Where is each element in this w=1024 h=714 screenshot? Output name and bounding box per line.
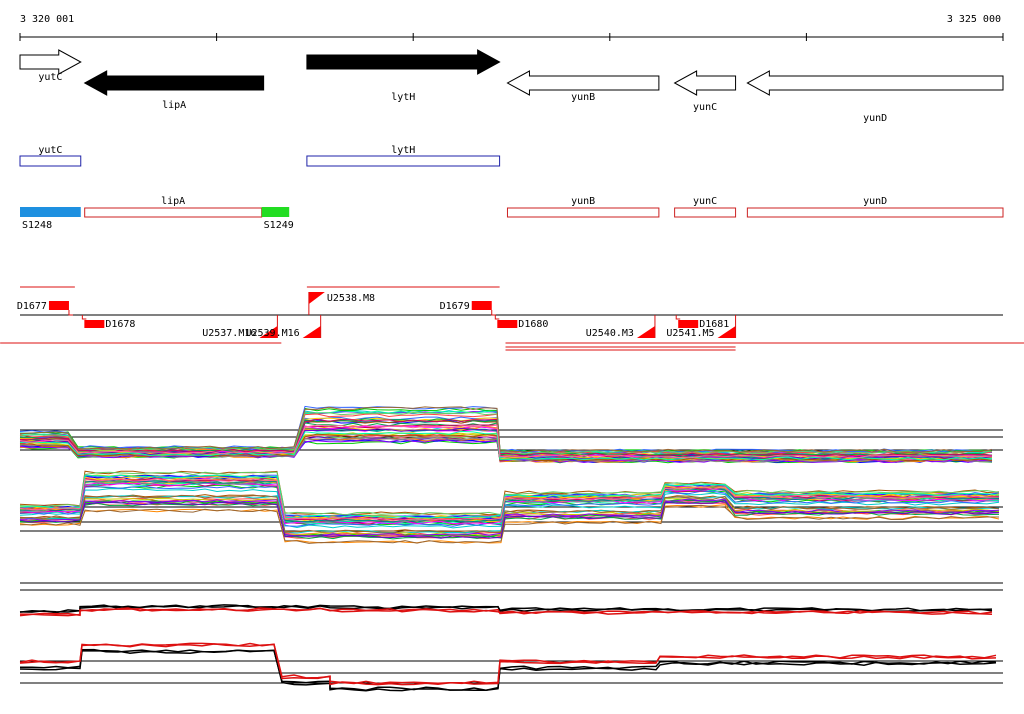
feature-label: S1249 <box>264 220 294 231</box>
red-box-yunC <box>674 207 737 218</box>
terminator-tick <box>68 310 73 316</box>
profile-line <box>19 504 999 544</box>
terminator-D1681 <box>678 320 699 328</box>
promoter-label: U2540.M3 <box>586 328 634 339</box>
genes-track: yutC lipA lytH yunB yunC yunD <box>19 49 1004 124</box>
annotation-track-red: lipA yunB yunC yunD <box>84 196 1004 218</box>
profile-line <box>19 494 1000 534</box>
terminator-D1678 <box>84 320 105 328</box>
terminator-label: D1681 <box>699 319 729 330</box>
profile-line <box>19 474 1000 519</box>
terminator-D1680 <box>497 320 518 328</box>
profile-line <box>19 430 993 461</box>
profile-line <box>19 485 1000 527</box>
blue-box-lytH <box>306 155 501 167</box>
profile-line <box>19 438 993 464</box>
promoter-label: U2541.M5 <box>666 328 714 339</box>
gene-label-lipA: lipA <box>162 100 186 111</box>
profile-line <box>19 499 1000 539</box>
ruler-ticks <box>19 33 1004 41</box>
promoter-U2541.M5 <box>717 326 736 338</box>
gene-arrow-yutC <box>19 49 82 75</box>
blue-box-label: yutC <box>38 145 62 156</box>
profile-line <box>19 607 993 617</box>
red-box-label: yunD <box>863 196 887 207</box>
red-box-yunD <box>746 207 1004 218</box>
feature-track: S1248 S1249 <box>20 207 294 231</box>
gene-label-yunB: yunB <box>571 92 595 103</box>
red-box-yunB <box>506 207 660 218</box>
terminator-label: D1678 <box>105 319 135 330</box>
profile-line <box>19 504 1000 544</box>
gene-label-yunD: yunD <box>863 113 887 124</box>
gene-label-lytH: lytH <box>391 92 415 103</box>
terminator-tick <box>81 315 87 320</box>
gene-label-yunC: yunC <box>693 102 717 113</box>
red-box-label: yunB <box>571 196 595 207</box>
promoter-label: U2537.M16 <box>202 328 256 339</box>
gene-arrow-lytH <box>306 49 501 75</box>
profile-line <box>19 478 1000 521</box>
regulatory-track: D1677 D1679 D1678 D1680 D1681 U2537.M16U2539.… <box>0 286 1024 351</box>
terminator-label: D1677 <box>17 301 47 312</box>
promoter-U2538.M8 <box>308 292 325 304</box>
profile-line <box>19 471 1000 516</box>
profile-line <box>19 406 993 453</box>
terminator-tick <box>675 315 681 320</box>
red-box-label: lipA <box>161 196 185 207</box>
blue-box-yutC <box>19 155 82 167</box>
blue-box-label: lytH <box>391 145 415 156</box>
promoter-U2537.M16 <box>259 326 278 338</box>
promoter-U2540.M3 <box>636 326 655 338</box>
gene-arrow-yunB <box>506 70 660 96</box>
gene-label-yutC: yutC <box>38 72 62 83</box>
promoter-label: U2539.M16 <box>245 328 299 339</box>
profile-line <box>19 497 1000 536</box>
feature-S1248 <box>20 207 81 217</box>
promoter-label: U2538.M8 <box>327 293 375 304</box>
promoter-U2539.M16 <box>302 326 321 338</box>
feature-label: S1248 <box>22 220 52 231</box>
expression-profiles-top <box>19 405 1003 544</box>
ruler-end-label: 3 325 000 <box>947 14 1001 25</box>
terminator-D1679 <box>471 301 492 310</box>
red-box-lipA <box>84 207 263 218</box>
gene-arrow-lipA <box>83 70 265 96</box>
terminator-tick <box>491 310 496 316</box>
ruler: 3 320 001 3 325 000 <box>19 14 1004 41</box>
profile-line <box>19 424 993 459</box>
profile-line <box>20 480 1000 523</box>
profile-line <box>19 642 997 685</box>
expression-profiles-bottom <box>19 582 1003 692</box>
feature-S1249 <box>261 207 290 217</box>
terminator-label: D1679 <box>440 301 470 312</box>
terminator-tick <box>494 315 500 320</box>
gene-arrow-yunC <box>673 70 737 96</box>
red-box-label: yunC <box>693 196 717 207</box>
profile-line <box>19 498 1000 537</box>
terminator-label: D1680 <box>518 319 548 330</box>
terminator-D1677 <box>48 301 69 310</box>
profile-line <box>19 405 993 453</box>
ruler-start-label: 3 320 001 <box>20 14 74 25</box>
profile-line <box>19 604 993 614</box>
gene-arrow-yunD <box>746 70 1004 96</box>
annotation-track-blue: yutC lytH <box>19 145 501 167</box>
